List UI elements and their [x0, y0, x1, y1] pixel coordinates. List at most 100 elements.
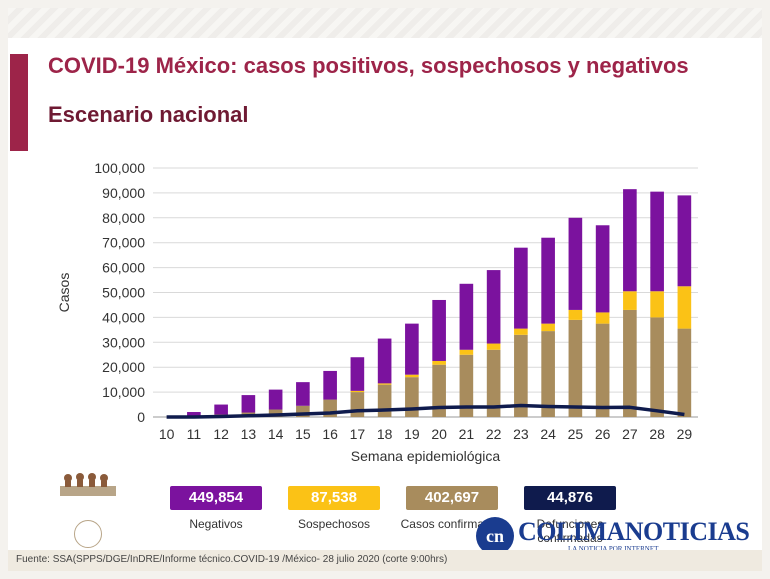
bar-confirmados [541, 331, 555, 417]
watermark-text: COLIMANOTICIAS [518, 517, 750, 546]
y-tick-label: 20,000 [102, 359, 145, 375]
bar-negativos [541, 237, 555, 324]
bar-negativos [350, 357, 365, 391]
y-tick-label: 40,000 [102, 309, 145, 325]
x-tick-label: 12 [213, 426, 229, 442]
legend-sospechosos-value: 87,538 [288, 486, 380, 510]
footer-bar [8, 550, 762, 571]
bar-sospechosos [514, 328, 528, 335]
bar-negativos [214, 404, 228, 415]
bar-sospechosos [432, 360, 446, 365]
header-pattern [8, 8, 762, 38]
x-tick-label: 24 [540, 426, 556, 442]
bar-negativos [241, 395, 256, 413]
legend-defunciones-value: 44,876 [524, 486, 616, 510]
bar-negativos [568, 217, 583, 310]
x-tick-label: 25 [568, 426, 584, 442]
watermark-logo: cn COLIMANOTICIAS LA NOTICIA POR INTERNE… [476, 515, 762, 559]
legend-sospechosos-label: Sospechosos [297, 517, 371, 531]
bar-sospechosos [677, 286, 692, 329]
y-tick-label: 70,000 [102, 235, 145, 251]
y-axis-label: Casos [56, 273, 72, 313]
bar-negativos [623, 189, 637, 292]
bar-negativos [323, 370, 337, 400]
x-tick-label: 15 [295, 426, 311, 442]
x-tick-label: 10 [159, 426, 175, 442]
x-tick-label: 11 [187, 426, 202, 442]
source-footer: Fuente: SSA(SPPS/DGE/InDRE/Informe técni… [16, 554, 448, 565]
x-tick-label: 19 [404, 426, 420, 442]
page-subtitle: Escenario nacional [48, 102, 249, 127]
x-axis-label: Semana epidemiológica [351, 448, 501, 464]
y-tick-label: 90,000 [102, 185, 145, 201]
x-tick-label: 14 [268, 426, 284, 442]
x-tick-label: 26 [595, 426, 611, 442]
bar-confirmados [650, 317, 664, 417]
bar-sospechosos [486, 343, 501, 350]
bar-negativos [459, 283, 474, 350]
bar-confirmados [677, 328, 692, 417]
y-tick-label: 100,000 [94, 160, 145, 176]
bar-confirmados [486, 349, 501, 417]
bar-negativos [187, 412, 201, 416]
bar-confirmados [568, 319, 583, 417]
x-tick-label: 17 [350, 426, 366, 442]
bar-confirmados [377, 384, 392, 417]
accent-bar [10, 54, 28, 151]
bar-sospechosos [568, 309, 583, 320]
bar-sospechosos [350, 390, 365, 393]
y-tick-label: 0 [137, 409, 145, 425]
bar-sospechosos [595, 312, 610, 324]
legend-confirmados-value: 402,697 [406, 486, 498, 510]
bar-sospechosos [650, 291, 664, 318]
page-title: COVID-19 México: casos positivos, sospec… [48, 53, 689, 78]
bar-negativos [514, 247, 528, 329]
stacked-bar-chart: 0 10,000 20,000 30,000 40,000 50,000 60,000 70,… [56, 160, 698, 464]
bar-negativos [650, 191, 664, 292]
x-tick-label: 20 [431, 426, 447, 442]
y-tick-label: 10,000 [102, 384, 145, 400]
bar-negativos [432, 299, 446, 361]
y-tick-label: 50,000 [102, 285, 145, 301]
bar-negativos [405, 323, 419, 375]
x-tick-label: 27 [622, 426, 638, 442]
x-tick-label: 29 [677, 426, 693, 442]
x-tick-label: 16 [322, 426, 338, 442]
bar-negativos [377, 338, 392, 384]
national-seal-icon [74, 520, 102, 548]
x-tick-label: 13 [241, 426, 257, 442]
bar-sospechosos [623, 291, 637, 310]
bar-confirmados [350, 392, 365, 417]
bar-sospechosos [541, 323, 555, 332]
bar-negativos [296, 382, 310, 406]
bar-negativos [268, 389, 283, 410]
watermark-tagline: LA NOTICIA POR INTERNET [568, 545, 659, 553]
line-defunciones [166, 403, 685, 419]
y-tick-label: 30,000 [102, 334, 145, 350]
bar-sospechosos [459, 349, 474, 355]
watermark-monogram: cn [476, 517, 514, 555]
bar-confirmados [623, 309, 637, 417]
bar-confirmados [432, 364, 446, 417]
x-tick-label: 23 [513, 426, 529, 442]
bar-confirmados [405, 377, 419, 417]
x-tick-label: 28 [649, 426, 665, 442]
legend-negativos-label: Negativos [189, 517, 243, 531]
bar-negativos [595, 225, 610, 313]
x-tick-label: 21 [459, 426, 475, 442]
bar-confirmados [514, 334, 528, 417]
bar-confirmados [296, 405, 310, 417]
bar-negativos [486, 270, 501, 344]
legend-negativos-value: 449,854 [170, 486, 262, 510]
x-tick-label: 22 [486, 426, 502, 442]
legend-defunciones-label: Defunciones confirmadas [536, 517, 604, 545]
y-tick-label: 80,000 [102, 210, 145, 226]
bar-sospechosos [405, 374, 419, 378]
y-tick-label: 60,000 [102, 260, 145, 276]
bar-sospechosos [377, 383, 392, 385]
slide: COVID-19 México: casos positivos, sospec… [8, 8, 762, 571]
bar-negativos [677, 195, 692, 287]
bar-confirmados [459, 354, 474, 417]
government-logo [60, 473, 116, 496]
bar-confirmados [595, 323, 610, 417]
